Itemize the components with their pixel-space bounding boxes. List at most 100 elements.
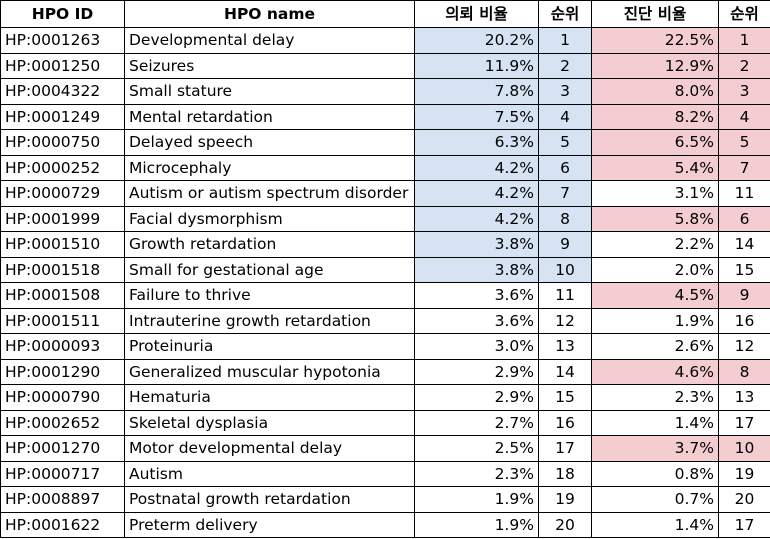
table-row: HP:0001510 Growth retardation 3.8% 9 2.2% 14 bbox=[0, 231, 770, 258]
referral-rank-cell: 1 bbox=[538, 27, 592, 54]
diagnosis-ratio-cell: 0.7% bbox=[591, 486, 719, 513]
referral-rank-cell: 10 bbox=[538, 256, 592, 283]
diagnosis-ratio-cell: 8.2% bbox=[591, 103, 719, 130]
diagnosis-ratio-cell: 5.8% bbox=[591, 205, 719, 232]
referral-rank-cell: 20 bbox=[538, 511, 592, 538]
diagnosis-rank-cell: 1 bbox=[718, 27, 770, 54]
referral-ratio-cell: 1.9% bbox=[414, 486, 539, 513]
header-diagnosis-ratio: 진단 비율 bbox=[591, 0, 719, 28]
hpo-name-cell: Autism or autism spectrum disorder bbox=[124, 180, 415, 207]
hpo-name-cell: Failure to thrive bbox=[124, 282, 415, 309]
hpo-id-cell: HP:0001250 bbox=[0, 52, 125, 79]
referral-rank-cell: 18 bbox=[538, 460, 592, 487]
hpo-name-cell: Developmental delay bbox=[124, 27, 415, 54]
table-row: HP:0001511 Intrauterine growth retardatio… bbox=[0, 307, 770, 334]
diagnosis-ratio-cell: 4.6% bbox=[591, 358, 719, 385]
header-row: HPO ID HPO name 의뢰 비율 순위 진단 비율 순위 bbox=[0, 0, 770, 28]
diagnosis-ratio-cell: 2.3% bbox=[591, 384, 719, 411]
table-row: HP:0004322 Small stature 7.8% 3 8.0% 3 bbox=[0, 78, 770, 105]
table-row: HP:0000717 Autism 2.3% 18 0.8% 19 bbox=[0, 460, 770, 487]
diagnosis-rank-cell: 3 bbox=[718, 78, 770, 105]
diagnosis-rank-cell: 16 bbox=[718, 307, 770, 334]
diagnosis-ratio-cell: 12.9% bbox=[591, 52, 719, 79]
referral-rank-cell: 11 bbox=[538, 282, 592, 309]
hpo-id-cell: HP:0001510 bbox=[0, 231, 125, 258]
hpo-id-cell: HP:0001290 bbox=[0, 358, 125, 385]
referral-ratio-cell: 11.9% bbox=[414, 52, 539, 79]
referral-ratio-cell: 2.3% bbox=[414, 460, 539, 487]
hpo-id-cell: HP:0001622 bbox=[0, 511, 125, 538]
referral-ratio-cell: 7.8% bbox=[414, 78, 539, 105]
table-row: HP:0008897 Postnatal growth retardation 1.… bbox=[0, 486, 770, 513]
hpo-id-cell: HP:0002652 bbox=[0, 409, 125, 436]
hpo-name-cell: Small stature bbox=[124, 78, 415, 105]
diagnosis-ratio-cell: 4.5% bbox=[591, 282, 719, 309]
hpo-id-cell: HP:0000717 bbox=[0, 460, 125, 487]
table-row: HP:0000729 Autism or autism spectrum diso… bbox=[0, 180, 770, 207]
referral-ratio-cell: 3.0% bbox=[414, 333, 539, 360]
hpo-id-cell: HP:0001263 bbox=[0, 27, 125, 54]
diagnosis-rank-cell: 12 bbox=[718, 333, 770, 360]
diagnosis-ratio-cell: 1.9% bbox=[591, 307, 719, 334]
table-row: HP:0001263 Developmental delay 20.2% 1 22.5%… bbox=[0, 27, 770, 54]
table-row: HP:0001999 Facial dysmorphism 4.2% 8 5.8% 6 bbox=[0, 205, 770, 232]
diagnosis-ratio-cell: 6.5% bbox=[591, 129, 719, 156]
referral-rank-cell: 2 bbox=[538, 52, 592, 79]
header-referral-ratio: 의뢰 비율 bbox=[414, 0, 539, 28]
hpo-id-cell: HP:0000252 bbox=[0, 154, 125, 181]
referral-rank-cell: 14 bbox=[538, 358, 592, 385]
referral-rank-cell: 8 bbox=[538, 205, 592, 232]
referral-ratio-cell: 3.6% bbox=[414, 282, 539, 309]
hpo-name-cell: Skeletal dysplasia bbox=[124, 409, 415, 436]
table-body: HP:0001263 Developmental delay 20.2% 1 22.5%… bbox=[0, 27, 770, 538]
diagnosis-ratio-cell: 2.2% bbox=[591, 231, 719, 258]
diagnosis-rank-cell: 15 bbox=[718, 256, 770, 283]
hpo-id-cell: HP:0001511 bbox=[0, 307, 125, 334]
referral-ratio-cell: 1.9% bbox=[414, 511, 539, 538]
referral-ratio-cell: 20.2% bbox=[414, 27, 539, 54]
hpo-id-cell: HP:0000750 bbox=[0, 129, 125, 156]
hpo-id-cell: HP:0000729 bbox=[0, 180, 125, 207]
table-row: HP:0001290 Generalized muscular hypotonia… bbox=[0, 358, 770, 385]
hpo-name-cell: Microcephaly bbox=[124, 154, 415, 181]
diagnosis-rank-cell: 5 bbox=[718, 129, 770, 156]
hpo-name-cell: Small for gestational age bbox=[124, 256, 415, 283]
header-diagnosis-rank: 순위 bbox=[718, 0, 770, 28]
table-row: HP:0000093 Proteinuria 3.0% 13 2.6% 12 bbox=[0, 333, 770, 360]
hpo-name-cell: Generalized muscular hypotonia bbox=[124, 358, 415, 385]
hpo-name-cell: Mental retardation bbox=[124, 103, 415, 130]
referral-rank-cell: 4 bbox=[538, 103, 592, 130]
referral-rank-cell: 5 bbox=[538, 129, 592, 156]
hpo-id-cell: HP:0001999 bbox=[0, 205, 125, 232]
hpo-id-cell: HP:0008897 bbox=[0, 486, 125, 513]
table-row: HP:0000750 Delayed speech 6.3% 5 6.5% 5 bbox=[0, 129, 770, 156]
hpo-name-cell: Proteinuria bbox=[124, 333, 415, 360]
hpo-name-cell: Facial dysmorphism bbox=[124, 205, 415, 232]
diagnosis-ratio-cell: 1.4% bbox=[591, 511, 719, 538]
diagnosis-rank-cell: 8 bbox=[718, 358, 770, 385]
hpo-name-cell: Preterm delivery bbox=[124, 511, 415, 538]
diagnosis-ratio-cell: 5.4% bbox=[591, 154, 719, 181]
referral-rank-cell: 19 bbox=[538, 486, 592, 513]
diagnosis-rank-cell: 17 bbox=[718, 409, 770, 436]
hpo-id-cell: HP:0001249 bbox=[0, 103, 125, 130]
diagnosis-rank-cell: 6 bbox=[718, 205, 770, 232]
hpo-id-cell: HP:0004322 bbox=[0, 78, 125, 105]
referral-ratio-cell: 4.2% bbox=[414, 154, 539, 181]
diagnosis-ratio-cell: 8.0% bbox=[591, 78, 719, 105]
referral-ratio-cell: 3.6% bbox=[414, 307, 539, 334]
diagnosis-ratio-cell: 22.5% bbox=[591, 27, 719, 54]
referral-ratio-cell: 2.9% bbox=[414, 358, 539, 385]
table-row: HP:0002652 Skeletal dysplasia 2.7% 16 1.4% 17 bbox=[0, 409, 770, 436]
hpo-name-cell: Hematuria bbox=[124, 384, 415, 411]
hpo-name-cell: Autism bbox=[124, 460, 415, 487]
table-row: HP:0000252 Microcephaly 4.2% 6 5.4% 7 bbox=[0, 154, 770, 181]
referral-rank-cell: 16 bbox=[538, 409, 592, 436]
diagnosis-rank-cell: 7 bbox=[718, 154, 770, 181]
referral-rank-cell: 12 bbox=[538, 307, 592, 334]
hpo-name-cell: Growth retardation bbox=[124, 231, 415, 258]
hpo-name-cell: Intrauterine growth retardation bbox=[124, 307, 415, 334]
header-hpo-name: HPO name bbox=[124, 0, 415, 28]
hpo-name-cell: Motor developmental delay bbox=[124, 435, 415, 462]
table-row: HP:0001250 Seizures 11.9% 2 12.9% 2 bbox=[0, 52, 770, 79]
